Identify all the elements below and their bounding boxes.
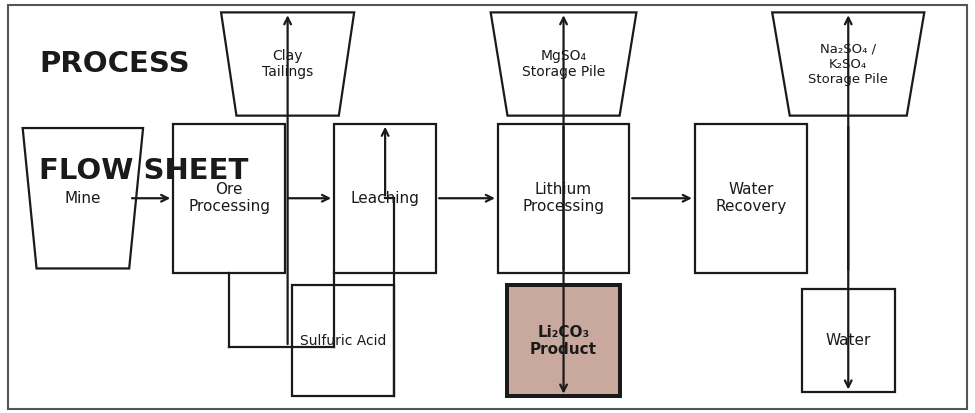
Text: Ore
Processing: Ore Processing <box>188 182 270 214</box>
Text: MgSO₄
Storage Pile: MgSO₄ Storage Pile <box>522 49 605 79</box>
Text: Water
Recovery: Water Recovery <box>715 182 787 214</box>
Polygon shape <box>772 12 924 116</box>
Bar <box>497 124 630 273</box>
Polygon shape <box>490 12 637 116</box>
Bar <box>334 124 437 273</box>
Bar <box>292 285 394 396</box>
Text: Mine: Mine <box>64 191 101 206</box>
Polygon shape <box>221 12 354 116</box>
Bar <box>174 124 285 273</box>
Text: Lithium
Processing: Lithium Processing <box>523 182 604 214</box>
Text: FLOW SHEET: FLOW SHEET <box>39 157 249 185</box>
Bar <box>507 285 620 396</box>
Text: Na₂SO₄ /
K₂SO₄
Storage Pile: Na₂SO₄ / K₂SO₄ Storage Pile <box>808 43 888 85</box>
Text: Li₂CO₃
Product: Li₂CO₃ Product <box>530 325 597 357</box>
Text: Clay
Tailings: Clay Tailings <box>262 49 313 79</box>
Polygon shape <box>22 128 143 268</box>
Bar <box>694 124 807 273</box>
Text: Water: Water <box>826 333 871 348</box>
Text: Leaching: Leaching <box>351 191 419 206</box>
Bar <box>801 289 895 392</box>
Text: Sulfuric Acid: Sulfuric Acid <box>300 334 386 348</box>
Text: PROCESS: PROCESS <box>39 50 189 78</box>
